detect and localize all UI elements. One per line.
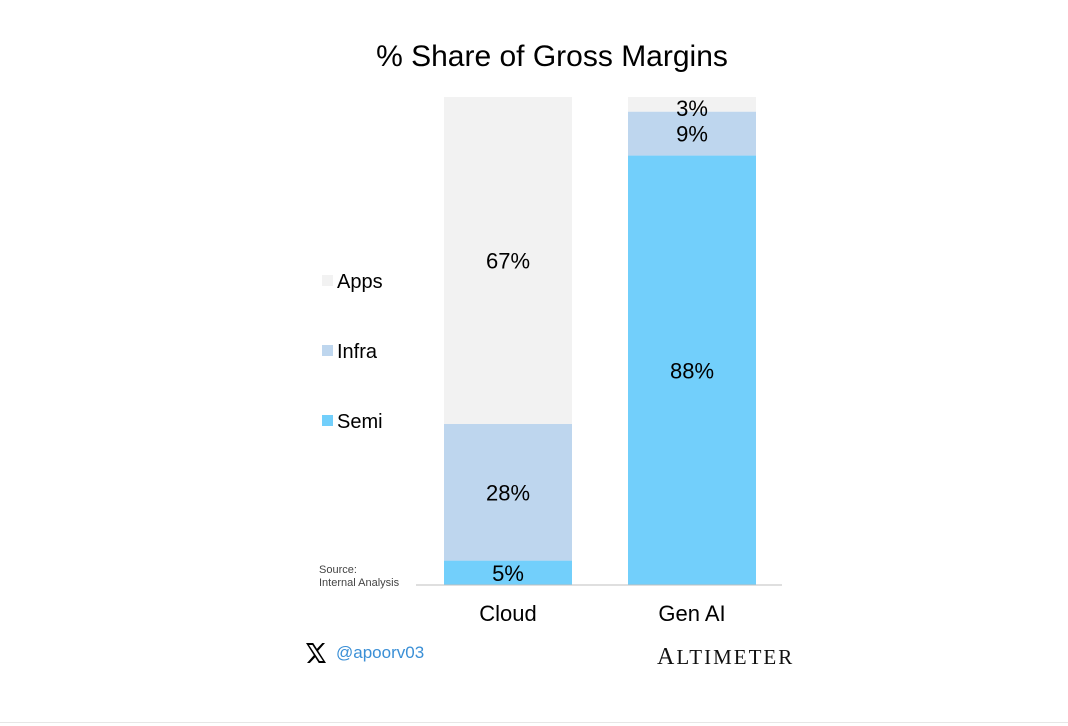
bars: 5% 28% 67% 88% 9%3% — [444, 96, 756, 586]
bar-gen-ai-infra — [628, 111, 756, 156]
data-label-gen-ai-semi: 88% — [670, 358, 714, 383]
bar-cloud-apps — [444, 97, 572, 424]
data-label-gen-ai-infra: 9% — [676, 122, 708, 147]
data-label-gen-ai-apps: 3% — [676, 96, 708, 121]
legend-label-apps: Apps — [337, 271, 383, 293]
x-tick-labels: Cloud Gen AI — [479, 601, 725, 626]
legend-swatch-semi — [322, 415, 333, 426]
bar-cloud-infra — [444, 423, 572, 561]
x-tick-label-cloud: Cloud — [479, 601, 536, 626]
bar-cloud-semi — [444, 560, 572, 585]
bar-gen-ai-apps — [628, 97, 756, 112]
social-handle[interactable]: @apoorv03 — [304, 640, 424, 666]
legend-label-infra: Infra — [337, 341, 378, 363]
legend-swatch-infra — [322, 345, 333, 356]
x-logo-icon — [306, 643, 326, 663]
legend-swatch-apps — [322, 275, 333, 286]
data-label-cloud-semi: 5% — [492, 561, 524, 586]
source-label: Source: — [319, 564, 357, 576]
twitter-handle[interactable]: @apoorv03 — [336, 643, 425, 662]
bar-gen-ai-semi — [628, 155, 756, 585]
altimeter-logo: ALTIMETER — [657, 644, 795, 670]
data-label-cloud-infra: 28% — [486, 480, 530, 505]
legend-label-semi: Semi — [337, 411, 383, 433]
footer-divider — [0, 722, 1068, 723]
data-label-cloud-apps: 67% — [486, 248, 530, 273]
legend: Apps Infra Semi — [322, 271, 383, 433]
x-tick-label-gen-ai: Gen AI — [658, 601, 725, 626]
source-text: Internal Analysis — [319, 577, 400, 589]
chart-title: % Share of Gross Margins — [376, 40, 728, 73]
